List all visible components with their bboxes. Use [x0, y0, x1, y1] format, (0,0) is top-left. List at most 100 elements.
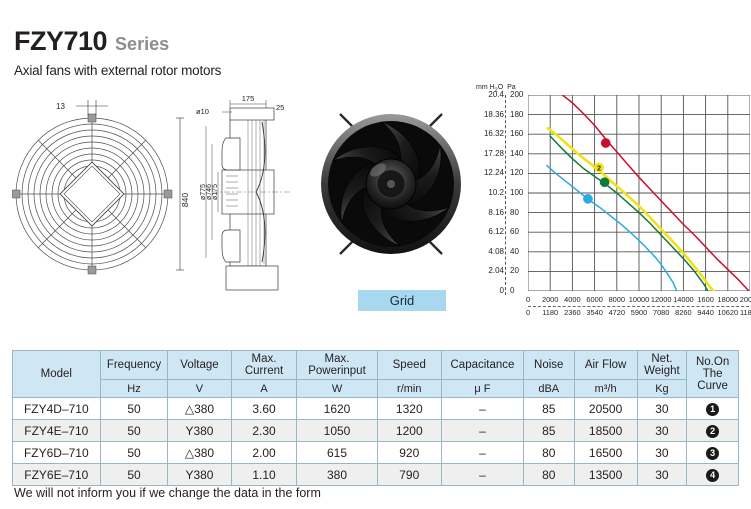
th-unit-capacitance: μ F — [441, 379, 524, 398]
th-max-current: Max. Current — [230, 350, 298, 380]
chart-marker-2 — [594, 162, 604, 173]
cell-frequency: 50 — [99, 463, 169, 486]
chart-ytick-pa: 140 — [510, 148, 524, 158]
chart-ytick-pa: 100 — [510, 188, 524, 197]
cell-curve-no: 3 — [686, 441, 739, 464]
cell-net-weight: 30 — [636, 441, 688, 464]
chart-xtick-m3h: 2000 — [541, 295, 559, 304]
th-curve-no-line3: Curve — [697, 380, 728, 392]
page-title-series: Series — [115, 34, 170, 54]
chart-ytick-pa: 40 — [510, 246, 519, 256]
photo-caption-grid: Grid — [358, 290, 446, 311]
cell-noise: 85 — [522, 419, 575, 442]
chart-plot-area: 2 — [528, 95, 750, 291]
chart-marker-4 — [583, 194, 593, 204]
chart-yaxis-mmh2o: 20.4 18.36 16.32 17.28 12.24 10.2 8.16 6.12 4.08… — [470, 91, 504, 295]
chart-gridlines — [528, 95, 750, 291]
th-frequency: Frequency — [99, 350, 169, 380]
th-curve-no-line1: No.On — [695, 356, 730, 368]
th-voltage: Voltage — [167, 350, 232, 380]
chart-ytick-mmh2o: 18.36 — [483, 109, 504, 119]
chart-marker-label-2: 2 — [597, 165, 601, 172]
chart-xtick-cfm: 5900 — [630, 308, 648, 317]
chart-xtick-m3h: 10000 — [628, 295, 650, 304]
th-max-powerinput: Max. Powerinput — [296, 350, 378, 380]
chart-yaxis-divider — [505, 95, 506, 295]
cell-curve-no: 1 — [686, 397, 739, 420]
page-title: FZY710 — [14, 26, 108, 56]
th-curve-no: No.On The Curve — [686, 350, 739, 398]
chart-ytick-mmh2o: 6.12 — [488, 227, 504, 237]
chart-curve-2 — [546, 127, 715, 291]
cell-capacitance: – — [441, 397, 524, 420]
cell-noise: 80 — [522, 441, 575, 464]
chart-ytick-mmh2o: 2.04 — [488, 266, 504, 276]
cell-speed: 920 — [376, 441, 443, 464]
chart-xtick-cfm: 2360 — [564, 308, 581, 317]
cell-noise: 85 — [522, 397, 575, 420]
chart-ytick-mmh2o: 17.28 — [483, 148, 504, 158]
chart-xtick-cfm: 10620 — [717, 308, 739, 317]
chart-xtick-m3h: 14000 — [673, 295, 694, 304]
page-header: FZY710 Series Axial fans with external r… — [14, 26, 221, 78]
chart-ytick-pa: 60 — [510, 227, 519, 237]
cell-model: FZY4E–710 — [12, 419, 101, 442]
cell-airflow: 20500 — [573, 397, 638, 420]
cell-max-current: 1.10 — [230, 463, 298, 486]
fan-side-view: 175 25 ø10 ø775 ø746 ø175 — [196, 86, 308, 298]
th-max-current-line1: Max. — [251, 353, 277, 365]
chart-xtick-m3h: 6000 — [586, 295, 603, 304]
table-row: FZY4E–710 50 Y380 2.30 1050 1200–85 18500 30 2 — [12, 419, 739, 442]
cell-net-weight: 30 — [636, 397, 688, 420]
th-net-weight-line2: Weight — [644, 365, 680, 377]
chart-ytick-pa: 20 — [510, 266, 519, 276]
table-row: FZY4D–710 50 △380 3.60 1620 1320–85 20500 30 1 — [12, 397, 739, 420]
cell-speed: 1320 — [376, 397, 443, 420]
chart-xtick-cfm: 7080 — [652, 308, 670, 317]
chart-xtick-cfm: 9440 — [697, 308, 714, 317]
th-unit-weight: Kg — [636, 379, 688, 398]
chart-yaxis-pa: 200 180 160 140 120 100 80 60 40 20 0 — [506, 91, 528, 295]
chart-ytick-mmh2o: 16.32 — [483, 129, 504, 139]
th-unit-voltage: V — [167, 379, 232, 398]
curve-number-badge: 3 — [706, 446, 720, 460]
chart-ytick-pa: 0 — [510, 286, 515, 295]
cell-net-weight: 30 — [636, 419, 688, 442]
th-unit-frequency: Hz — [99, 379, 169, 398]
side-view-dim-d3: ø175 — [212, 184, 219, 200]
performance-chart: mm H2O Pa 20.4 18.36 16.32 17.28 12.24 10.2 8.… — [470, 84, 751, 324]
th-capacitance: Capacitance — [441, 350, 524, 380]
th-net-weight-line1: Net. — [651, 353, 673, 365]
specifications-table: Model Frequency Voltage Max. Current Max… — [12, 350, 739, 486]
side-view-dim-d1: ø775 — [200, 184, 207, 200]
th-unit-noise: dBA — [522, 379, 575, 398]
chart-xtick-m3h: 4000 — [564, 295, 581, 304]
th-unit-speed: r/min — [376, 379, 443, 398]
fan-guard-front-view: 13 840 — [11, 86, 197, 298]
cell-voltage: △380 — [167, 397, 232, 420]
chart-ytick-mmh2o: 8.16 — [488, 207, 504, 217]
curve-number-badge: 1 — [706, 402, 720, 416]
chart-xtick-cfm: 8260 — [675, 308, 692, 317]
th-model: Model — [12, 350, 101, 398]
chart-curve-4 — [546, 164, 678, 291]
th-max-powerinput-line1: Max. — [324, 353, 350, 365]
chart-curve-3 — [549, 135, 709, 291]
chart-xtick-m3h: 20000 — [739, 295, 751, 304]
side-view-dim-flange: 25 — [276, 103, 284, 112]
chart-xaxis-m3h: 0 2000 4000 6000 8000 10000 12000 14000 1600 1800… — [516, 296, 751, 307]
page-subtitle: Axial fans with external rotor motors — [14, 63, 222, 78]
chart-xtick-m3h: 1600 — [697, 295, 714, 304]
chart-xaxis: 0 2000 4000 6000 8000 10000 12000 14000 1600 1800… — [516, 296, 751, 326]
front-view-dim-thickness: 13 — [56, 102, 65, 111]
cell-frequency: 50 — [99, 419, 169, 442]
chart-ytick-mmh2o: 10.2 — [488, 188, 504, 197]
th-speed: Speed — [376, 350, 443, 380]
cell-max-current: 3.60 — [230, 397, 298, 420]
curve-number-badge: 2 — [706, 424, 720, 438]
th-curve-no-line2: The — [702, 368, 723, 380]
cell-model: FZY6D–710 — [12, 441, 101, 464]
table-header-row-titles: Model Frequency Voltage Max. Current Max… — [12, 350, 739, 398]
fan-product-photo — [312, 92, 470, 277]
